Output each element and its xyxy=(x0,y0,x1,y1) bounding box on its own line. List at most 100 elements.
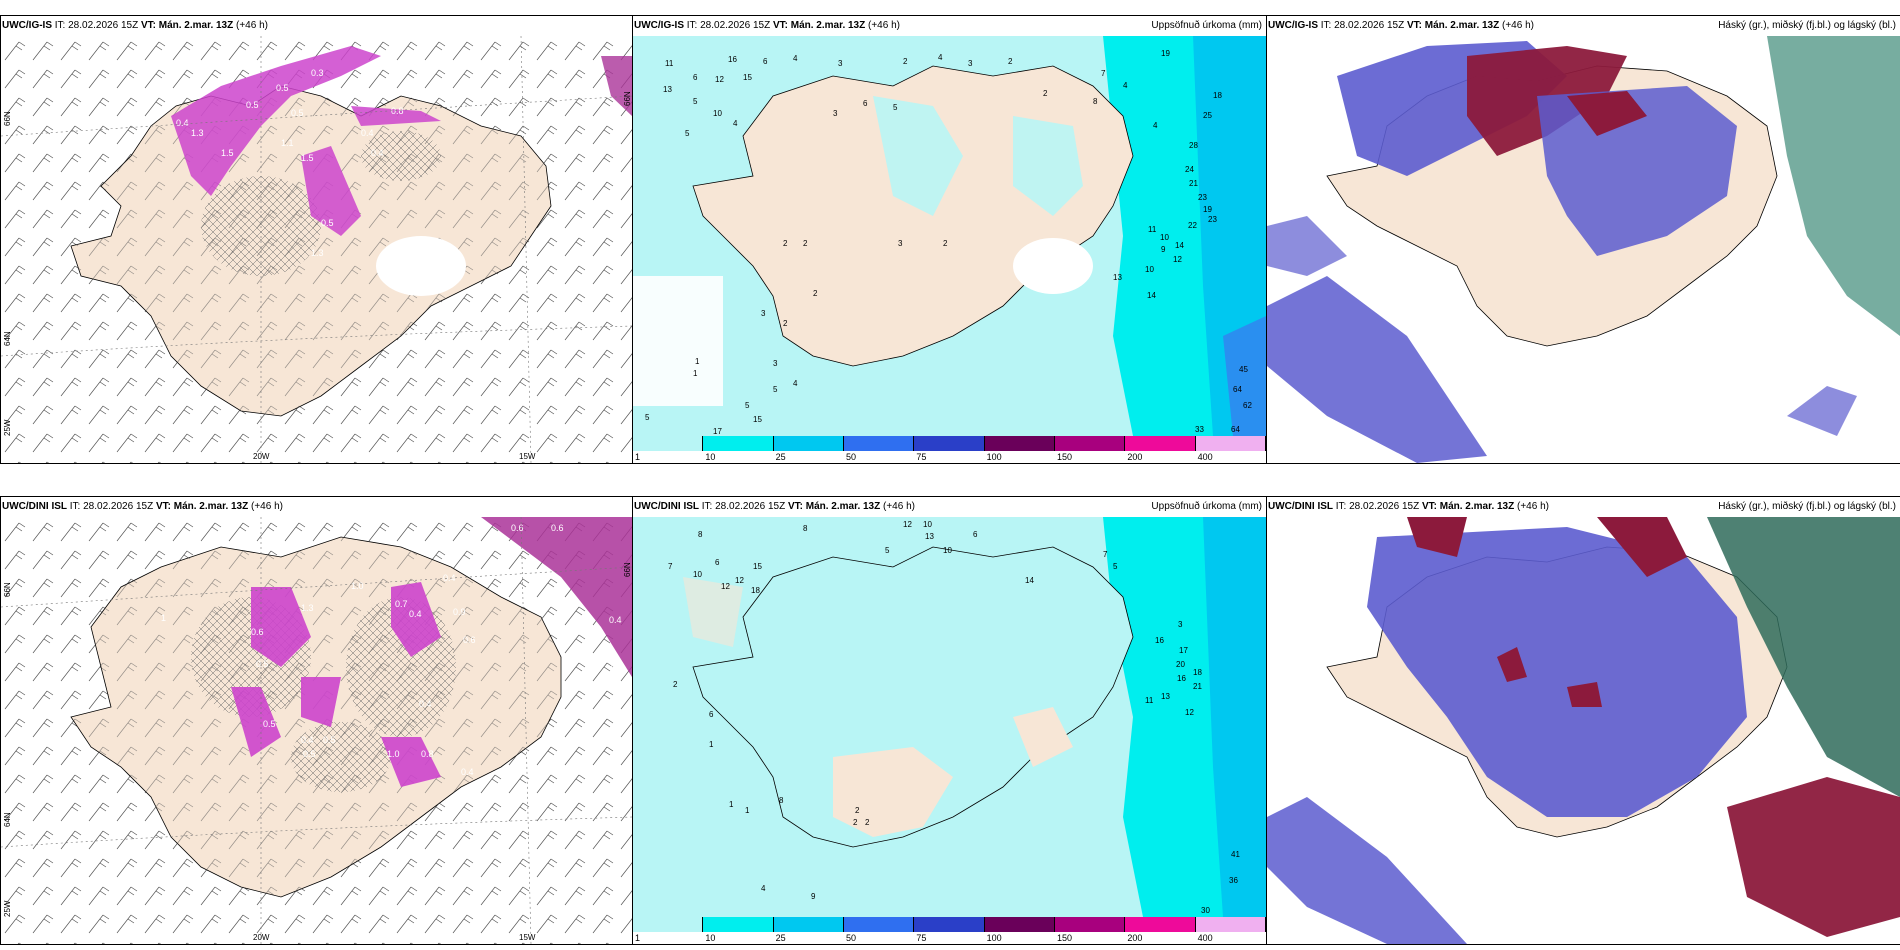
colorbar-swatch xyxy=(1055,436,1126,451)
precip-number: 64 xyxy=(1233,385,1242,394)
precip-number: 6 xyxy=(763,57,768,66)
colorbar-tick-label: 50 xyxy=(846,452,857,462)
colorbar-tick-label: 25 xyxy=(775,933,786,943)
precip-number: 2 xyxy=(803,239,808,248)
precip-number: 5 xyxy=(773,385,778,394)
precip-value: 0.4 xyxy=(443,573,456,583)
colorbar-swatch xyxy=(844,917,915,932)
colorbar-tick-label: 100 xyxy=(986,933,1002,943)
precip-value: 0.8 xyxy=(391,106,404,116)
precip-number: 7 xyxy=(1101,69,1106,78)
precip-number: 11 xyxy=(665,59,674,68)
precip-number: 2 xyxy=(673,680,678,689)
precip-value: 0.5 xyxy=(276,83,289,93)
precip-number: 36 xyxy=(1229,876,1238,885)
colorbar-tick-label: 50 xyxy=(846,933,857,943)
colorbar-tick-label: 150 xyxy=(1057,452,1073,462)
precip-value: 0.6 xyxy=(251,627,264,637)
precip-number: 5 xyxy=(885,546,890,555)
precip-number: 64 xyxy=(1231,425,1240,434)
precip-number: 2 xyxy=(943,239,948,248)
precip-value: 0.5 xyxy=(291,108,304,118)
colorbar-tick-label: 75 xyxy=(916,452,927,462)
precip-number: 1 xyxy=(693,369,698,378)
iceland-landmass xyxy=(692,546,1134,848)
precip-accum-map: 11 16 6 4 3 2 4 3 2 19 13 6 12 15 5 7 4 … xyxy=(633,36,1266,436)
precip-value: 0.5 xyxy=(323,735,336,745)
precip-number: 4 xyxy=(793,379,798,388)
precip-number: 11 xyxy=(1145,696,1154,705)
precip-number: 7 xyxy=(1103,550,1108,559)
precip-number: 18 xyxy=(1193,668,1202,677)
lon-label: 20W xyxy=(253,452,270,461)
lat-label: 64N xyxy=(3,331,12,346)
precip-number: 2 xyxy=(1043,89,1048,98)
precip-number: 7 xyxy=(668,562,673,571)
colorbar-tick-label: 200 xyxy=(1127,452,1143,462)
precip-number: 2 xyxy=(813,289,818,298)
precip-number: 8 xyxy=(779,796,784,805)
precip-number: 10 xyxy=(1160,233,1169,242)
precip-number: 21 xyxy=(1193,682,1202,691)
precip-value: 0.5 xyxy=(321,218,334,228)
colorbar-swatch xyxy=(703,917,774,932)
precip-number: 16 xyxy=(1155,636,1164,645)
precip-value: 1.0 xyxy=(351,581,364,591)
precip-number: 14 xyxy=(1175,241,1184,250)
precip-number: 8 xyxy=(803,524,808,533)
precip-number: 3 xyxy=(833,109,838,118)
precip-number: 33 xyxy=(1195,425,1204,434)
panel-top-left: UWC/IG-IS IT: 28.02.2026 15Z VT: Mán. 2.… xyxy=(0,15,633,464)
precip-number: 6 xyxy=(709,710,714,719)
precip-value: 1.3 xyxy=(191,128,204,138)
colorbar-swatch xyxy=(984,436,1055,451)
colorbar-swatch xyxy=(1125,436,1196,451)
precip-number: 3 xyxy=(1178,620,1183,629)
precip-value: 1.5 xyxy=(301,153,314,163)
precip-number: 41 xyxy=(1231,850,1240,859)
colorbar-tick-label: 400 xyxy=(1197,933,1213,943)
panel-top-middle: UWC/IG-IS IT: 28.02.2026 15Z VT: Mán. 2.… xyxy=(632,15,1267,464)
precip-number: 9 xyxy=(1161,245,1166,254)
precip-value: 0.3 xyxy=(311,68,324,78)
precip-number: 30 xyxy=(1201,906,1210,915)
precip-value: 0.3 xyxy=(611,661,624,671)
colorbar-swatch xyxy=(633,436,704,451)
colorbar-tick-label: 150 xyxy=(1057,933,1073,943)
colorbar-swatch xyxy=(633,917,704,932)
precip-colorbar: 1 10 25 50 75 100 150 200 400 xyxy=(633,917,1266,944)
wind-precip-map: 0.3 0.5 0.5 0.4 0.5 0.4 1.5 1.1 1.5 1.3 … xyxy=(1,36,632,463)
panel-title: UWC/DINI ISL IT: 28.02.2026 15Z VT: Mán.… xyxy=(634,501,915,512)
colorbar-tick-label: 1 xyxy=(635,452,641,462)
panel-right-title: Uppsöfnuð úrkoma (mm) xyxy=(1151,501,1262,512)
precip-number: 19 xyxy=(1161,49,1170,58)
precip-number: 19 xyxy=(1203,205,1212,214)
precip-number: 2 xyxy=(1008,57,1013,66)
lat-label: 66N xyxy=(3,111,12,126)
precip-value: 0.8 xyxy=(421,749,434,759)
precip-number: 12 xyxy=(671,435,680,436)
lat-label: 66N xyxy=(623,562,632,577)
precip-number: 2 xyxy=(903,57,908,66)
colorbar-swatch xyxy=(703,436,774,451)
precip-number: 5 xyxy=(893,103,898,112)
precip-number: 6 xyxy=(973,530,978,539)
precip-number: 13 xyxy=(1161,692,1170,701)
precip-value: 0.4 xyxy=(409,609,422,619)
precip-number: 12 xyxy=(721,582,730,591)
precip-value: 1.0 xyxy=(387,749,400,759)
precip-value: 0.5 xyxy=(303,749,316,759)
precip-number: 16 xyxy=(1177,674,1186,683)
precip-number: 8 xyxy=(698,530,703,539)
panel-bottom-right: UWC/DINI ISL IT: 28.02.2026 15Z VT: Mán.… xyxy=(1266,496,1900,945)
cloud-cover-map xyxy=(1267,517,1900,944)
precip-value: 0.7 xyxy=(395,599,408,609)
precip-number: 1 xyxy=(745,806,750,815)
precip-value: 1.3 xyxy=(301,603,314,613)
precip-number: 4 xyxy=(793,54,798,63)
panel-title: UWC/IG-IS IT: 28.02.2026 15Z VT: Mán. 2.… xyxy=(634,20,900,31)
precip-number: 21 xyxy=(1189,179,1198,188)
colorbar-swatch xyxy=(914,917,985,932)
precip-colorbar: 1 10 25 50 75 100 150 200 400 xyxy=(633,436,1266,463)
precip-accum-map: 8 12 10 13 7 10 6 8 6 10 5 15 12 12 18 1… xyxy=(633,517,1266,917)
